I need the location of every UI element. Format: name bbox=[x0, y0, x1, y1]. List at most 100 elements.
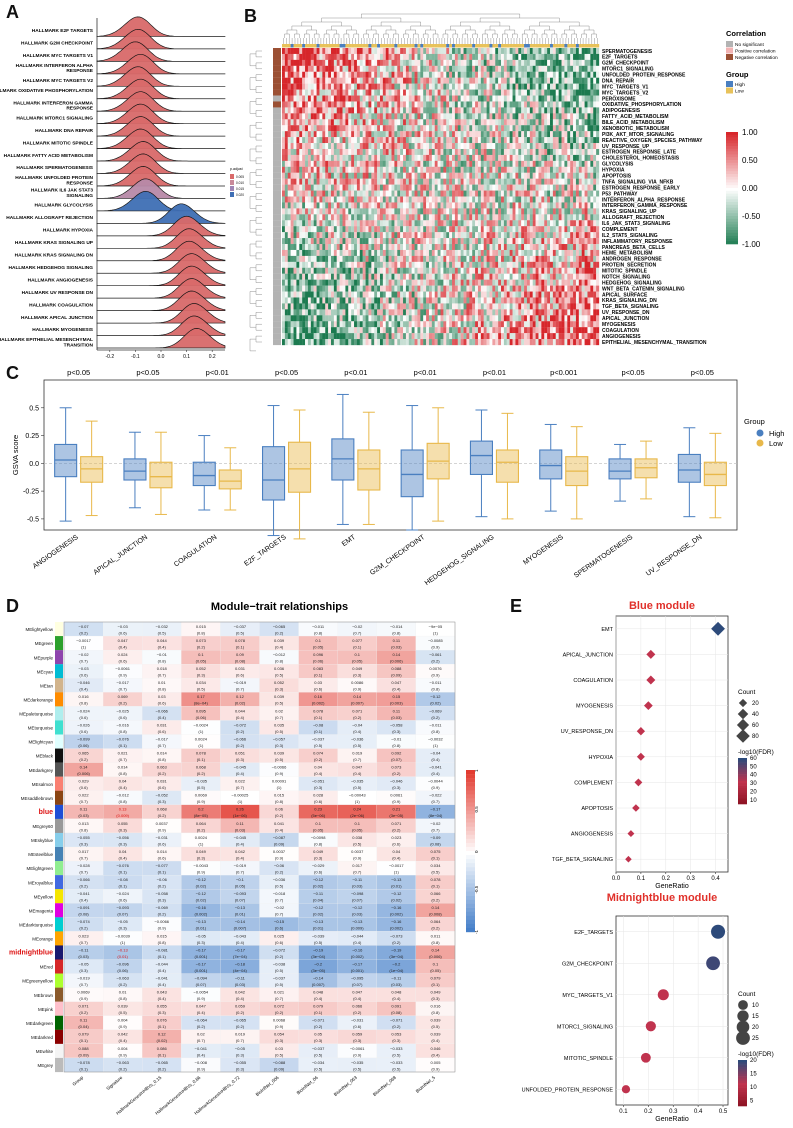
b-cell bbox=[547, 65, 551, 72]
b-cell bbox=[489, 148, 493, 156]
b-cell bbox=[570, 154, 574, 162]
b-cell bbox=[498, 267, 502, 274]
b-cell bbox=[365, 143, 369, 150]
a-ridge-0 bbox=[96, 16, 226, 37]
b-cell bbox=[515, 208, 519, 215]
b-cell bbox=[405, 166, 409, 173]
b-cell bbox=[426, 59, 430, 66]
b-cell bbox=[374, 53, 378, 61]
b-cell bbox=[426, 226, 430, 233]
b-cell bbox=[578, 226, 582, 233]
b-cell bbox=[575, 214, 579, 221]
b-cell bbox=[388, 48, 392, 55]
b-cell bbox=[319, 119, 323, 126]
b-cell bbox=[354, 297, 358, 304]
b-cell bbox=[293, 77, 297, 84]
b-cell bbox=[492, 208, 496, 215]
b-cell bbox=[564, 53, 568, 61]
b-cell bbox=[431, 196, 435, 203]
b-cell bbox=[391, 244, 395, 251]
b-cell bbox=[547, 137, 551, 144]
b-cell bbox=[544, 59, 548, 66]
b-cell bbox=[573, 172, 577, 179]
b-cell bbox=[282, 279, 286, 286]
b-cell bbox=[377, 255, 381, 262]
b-cell bbox=[535, 172, 539, 179]
b-cell bbox=[495, 95, 499, 102]
b-cell bbox=[287, 59, 291, 66]
b-cell bbox=[475, 89, 479, 96]
b-cell bbox=[452, 244, 456, 251]
b-cell bbox=[319, 297, 323, 304]
b-cell bbox=[371, 119, 375, 126]
b-cell bbox=[538, 226, 542, 233]
b-cell bbox=[521, 77, 525, 84]
b-cell bbox=[400, 65, 404, 72]
b-cell bbox=[414, 154, 418, 162]
b-cell bbox=[581, 107, 585, 114]
b-cell bbox=[382, 125, 386, 132]
b-cell bbox=[348, 166, 352, 173]
b-cell bbox=[310, 291, 314, 298]
b-cell bbox=[417, 202, 421, 209]
b-cell bbox=[345, 53, 349, 61]
b-cell bbox=[460, 226, 464, 233]
b-cell bbox=[316, 53, 320, 61]
b-cell bbox=[403, 244, 407, 251]
b-cell bbox=[400, 214, 404, 221]
b-row-label-30: COMPLEMENT bbox=[602, 227, 638, 233]
b-cell bbox=[394, 255, 398, 262]
b-cell bbox=[359, 119, 363, 126]
b-group-cell bbox=[449, 44, 453, 48]
b-cell bbox=[319, 143, 323, 150]
b-cell bbox=[405, 226, 409, 233]
b-cell bbox=[356, 261, 360, 268]
b-cell bbox=[287, 101, 291, 108]
b-cell bbox=[489, 255, 493, 262]
b-cell bbox=[305, 291, 309, 298]
b-cell bbox=[575, 261, 579, 268]
b-cell bbox=[475, 131, 479, 138]
b-cell bbox=[587, 107, 591, 114]
b-corr-annotation-23 bbox=[273, 184, 281, 191]
b-cell bbox=[322, 238, 326, 245]
b-cell bbox=[489, 71, 493, 78]
b-group-cell bbox=[359, 44, 363, 48]
a-legend-swatch-3 bbox=[230, 192, 234, 197]
b-cell bbox=[336, 143, 340, 150]
b-cell bbox=[547, 101, 551, 108]
b-cell bbox=[287, 137, 291, 144]
b-cell bbox=[287, 267, 291, 274]
b-cell bbox=[325, 202, 329, 209]
b-cell bbox=[544, 196, 548, 203]
b-cell bbox=[362, 267, 366, 274]
b-cell bbox=[495, 190, 499, 197]
b-cell bbox=[460, 232, 464, 239]
b-cell bbox=[567, 267, 571, 274]
b-cell bbox=[431, 285, 435, 292]
b-cell bbox=[342, 113, 346, 120]
b-cell bbox=[342, 255, 346, 262]
b-cell bbox=[293, 125, 297, 132]
b-cell bbox=[377, 83, 381, 90]
b-cell bbox=[377, 172, 381, 179]
b-cell bbox=[457, 48, 461, 55]
b-cell bbox=[440, 172, 444, 179]
b-cell bbox=[460, 238, 464, 245]
b-cell bbox=[359, 244, 363, 251]
b-cell bbox=[503, 59, 507, 66]
b-cell bbox=[394, 214, 398, 221]
b-cell bbox=[509, 244, 513, 251]
b-cell bbox=[305, 125, 309, 132]
b-group-cell bbox=[388, 44, 392, 48]
b-cell bbox=[307, 244, 311, 251]
b-cell bbox=[558, 273, 562, 280]
b-cell bbox=[397, 238, 401, 245]
b-cell bbox=[293, 59, 297, 66]
b-cell bbox=[443, 83, 447, 90]
b-cell bbox=[437, 214, 441, 221]
b-cell bbox=[581, 226, 585, 233]
b-cell bbox=[541, 214, 545, 221]
b-cell bbox=[345, 196, 349, 203]
b-cell bbox=[345, 190, 349, 197]
